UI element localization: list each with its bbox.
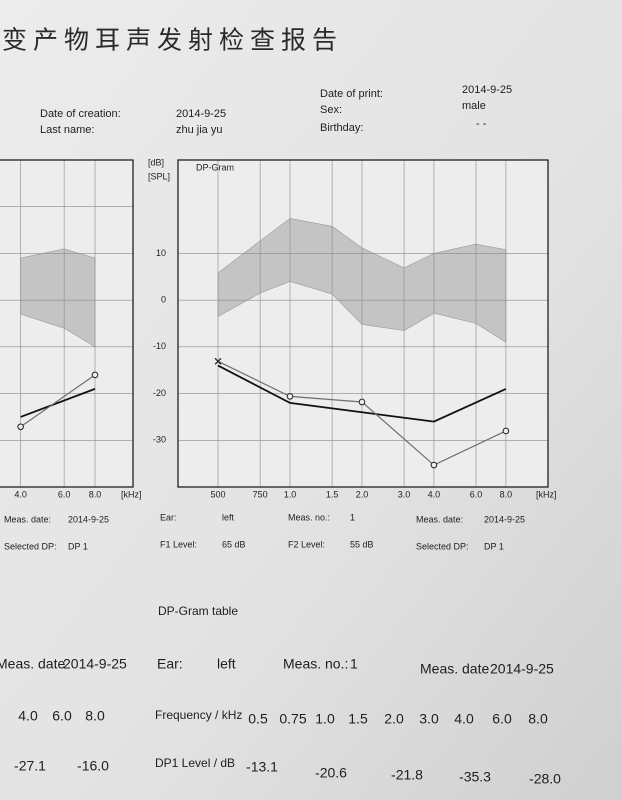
- marker: [17, 423, 24, 431]
- meas-label: Selected DP:: [416, 541, 469, 551]
- x-tick-label: 2.0: [356, 489, 369, 499]
- meas-value: DP 1: [484, 541, 504, 551]
- table-dp1-level: -21.8: [391, 767, 423, 783]
- table-frequency: 6.0: [52, 708, 72, 724]
- meas-value: 55 dB: [350, 539, 374, 549]
- table-label: Frequency / kHz: [155, 708, 242, 722]
- meas-label: Meas. date:: [416, 514, 463, 524]
- report-title: 变产物耳声发射检查报告: [2, 26, 343, 55]
- meas-value: 2014-9-25: [484, 514, 525, 524]
- x-tick-label: 6.0: [58, 489, 71, 499]
- x-tick-label: 4.0: [428, 489, 441, 499]
- info-value: - -: [476, 118, 487, 130]
- marker: [286, 393, 294, 400]
- plot-border: [0, 159, 134, 488]
- series-line: [20, 388, 96, 418]
- info-value: male: [462, 100, 486, 112]
- table-title: DP-Gram table: [158, 604, 238, 618]
- x-tick-label: 1.5: [326, 489, 339, 499]
- chart-title: DP-Gram: [196, 162, 234, 172]
- table-value: 2014-9-25: [63, 656, 127, 672]
- table-frequency: 3.0: [419, 711, 439, 727]
- info-value: 2014-9-25: [462, 84, 512, 96]
- meas-label: Meas. date:: [4, 514, 51, 524]
- table-dp1-level: -20.6: [315, 765, 347, 781]
- plot-border: [177, 159, 549, 488]
- table-dp1-level: -35.3: [459, 769, 491, 785]
- info-label: Date of creation:: [40, 108, 121, 120]
- table-frequency: 4.0: [18, 708, 38, 724]
- table-frequency: 1.5: [348, 711, 368, 727]
- table-value: 1: [350, 656, 358, 672]
- marker: [430, 461, 438, 469]
- table-frequency: 8.0: [85, 708, 105, 724]
- table-frequency: 0.75: [279, 711, 306, 727]
- table-dp1-level: -27.1: [14, 758, 46, 774]
- table-dp1-level: -28.0: [529, 771, 561, 787]
- info-value: zhu jia yu: [176, 124, 222, 136]
- table-value: 2014-9-25: [490, 661, 554, 677]
- meas-value: left: [222, 512, 235, 522]
- x-tick-label: 1.0: [284, 489, 297, 499]
- x-tick-label: 8.0: [89, 489, 102, 499]
- x-tick-label: 3.0: [398, 489, 411, 499]
- table-frequency: 1.0: [315, 711, 335, 727]
- series-line: [20, 374, 96, 428]
- series-line: [217, 364, 507, 423]
- y-tick-label: -30: [153, 435, 166, 445]
- table-label: Meas. no.:: [283, 656, 348, 672]
- marker: [502, 427, 510, 435]
- table-label: DP1 Level / dB: [155, 756, 235, 770]
- meas-label: F1 Level:: [160, 539, 197, 549]
- info-label: Sex:: [320, 104, 342, 116]
- x-axis-label: [kHz]: [536, 489, 557, 499]
- y-axis-label: [dB]: [148, 157, 164, 167]
- meas-value: 2014-9-25: [68, 514, 109, 524]
- y-tick-label: -20: [153, 388, 166, 398]
- x-tick-label: 750: [253, 489, 268, 499]
- x-tick-label: 6.0: [470, 489, 483, 499]
- table-frequency: 4.0: [454, 711, 474, 727]
- meas-label: Meas. no.:: [288, 512, 330, 522]
- meas-value: 65 dB: [222, 539, 246, 549]
- table-frequency: 2.0: [384, 711, 404, 727]
- table-value: left: [217, 656, 236, 672]
- y-tick-label: -10: [153, 341, 166, 351]
- meas-label: Selected DP:: [4, 541, 57, 551]
- meas-value: 1: [350, 512, 355, 522]
- info-value: 2014-9-25: [176, 108, 226, 120]
- info-label: Last name:: [40, 124, 94, 136]
- y-axis-label: [SPL]: [148, 171, 170, 181]
- meas-value: DP 1: [68, 541, 88, 551]
- table-frequency: 6.0: [492, 711, 512, 727]
- table-dp1-level: -13.1: [246, 759, 278, 775]
- x-tick-label: 500: [211, 489, 226, 499]
- info-label: Birthday:: [320, 122, 363, 134]
- x-axis-label: [kHz]: [121, 489, 142, 499]
- y-tick-label: 0: [161, 295, 166, 305]
- table-frequency: 0.5: [248, 711, 268, 727]
- table-label: Meas. date: [420, 661, 489, 677]
- table-dp1-level: -16.0: [77, 758, 109, 774]
- table-label: Ear:: [157, 656, 183, 672]
- y-tick-label: 10: [156, 248, 166, 258]
- marker: [91, 371, 99, 379]
- meas-label: F2 Level:: [288, 539, 325, 549]
- meas-label: Ear:: [160, 512, 177, 522]
- info-label: Date of print:: [320, 88, 383, 100]
- x-tick-label: 8.0: [500, 489, 513, 499]
- table-label: Meas. date: [0, 656, 65, 672]
- marker: [358, 398, 366, 406]
- table-frequency: 8.0: [528, 711, 548, 727]
- marker: [214, 357, 222, 365]
- x-tick-label: 4.0: [14, 489, 27, 499]
